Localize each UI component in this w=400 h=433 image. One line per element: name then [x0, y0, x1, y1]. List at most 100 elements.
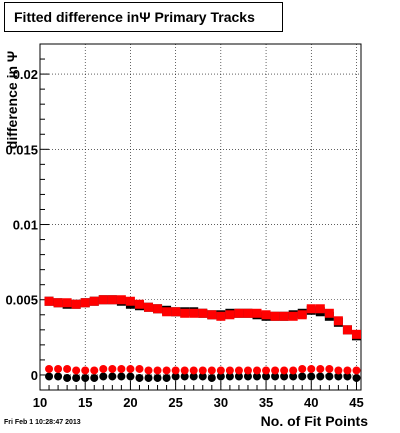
data-point: [81, 373, 90, 382]
data-point: [253, 372, 262, 381]
data-point: [180, 372, 189, 381]
data-point: [45, 372, 54, 381]
data-point: [54, 372, 63, 381]
data-point: [316, 372, 325, 381]
data-marks: [44, 295, 361, 382]
data-point: [62, 298, 72, 308]
data-point: [107, 295, 117, 305]
data-point: [342, 325, 352, 335]
data-point: [45, 364, 54, 373]
y-tick-label: 0.015: [5, 142, 38, 157]
data-point: [98, 295, 108, 305]
data-point: [270, 311, 280, 321]
data-point: [171, 307, 181, 317]
data-point: [99, 364, 108, 373]
x-tick-label: 10: [33, 395, 47, 410]
data-point: [216, 366, 225, 375]
data-point: [315, 304, 325, 314]
data-point: [280, 372, 289, 381]
data-point: [325, 372, 334, 381]
data-point: [189, 366, 198, 375]
data-point: [89, 296, 99, 306]
data-point: [288, 311, 298, 321]
data-point: [343, 366, 352, 375]
x-tick-label: 35: [259, 395, 273, 410]
data-point: [234, 308, 244, 318]
data-point: [153, 373, 162, 382]
data-point: [280, 366, 289, 375]
series-3: [45, 364, 361, 375]
data-point: [234, 372, 243, 381]
y-tick-label: 0.02: [13, 67, 38, 82]
data-point: [289, 372, 298, 381]
data-point: [144, 302, 154, 312]
data-point: [153, 304, 163, 314]
data-point: [44, 296, 54, 306]
data-point: [90, 373, 99, 382]
data-point: [307, 372, 316, 381]
data-point: [207, 366, 216, 375]
data-point: [162, 373, 171, 382]
data-point: [108, 364, 117, 373]
data-point: [207, 373, 216, 382]
data-point: [153, 366, 162, 375]
y-tick-label: 0: [31, 368, 38, 383]
data-point: [234, 366, 243, 375]
data-point: [71, 299, 81, 309]
data-point: [134, 299, 144, 309]
data-point: [108, 372, 117, 381]
data-point: [298, 364, 307, 373]
data-point: [225, 372, 234, 381]
data-point: [99, 372, 108, 381]
axes: 10 15 20 25 30 35 40 45 0 0.005 0.01 0.015 0.02: [5, 43, 364, 410]
data-point: [271, 372, 280, 381]
timestamp-footer: Fri Feb 1 10:28:47 2013: [4, 419, 81, 426]
data-point: [298, 372, 307, 381]
data-point: [261, 310, 271, 320]
x-tick-label: 20: [123, 395, 137, 410]
data-point: [189, 372, 198, 381]
x-tick-label: 40: [304, 395, 318, 410]
data-point: [316, 364, 325, 373]
data-point: [279, 311, 289, 321]
data-point: [126, 364, 135, 373]
data-point: [80, 298, 90, 308]
data-point: [352, 373, 361, 382]
data-point: [352, 366, 361, 375]
data-point: [343, 372, 352, 381]
x-tick-label: 45: [349, 395, 363, 410]
data-point: [252, 308, 262, 318]
data-point: [262, 366, 271, 375]
data-point: [216, 311, 226, 321]
data-point: [351, 329, 361, 339]
data-point: [198, 372, 207, 381]
x-tick-label: 30: [214, 395, 228, 410]
data-point: [243, 366, 252, 375]
data-point: [90, 366, 99, 375]
data-point: [54, 364, 63, 373]
data-point: [117, 364, 126, 373]
series-1: [44, 295, 361, 339]
data-point: [162, 307, 172, 317]
x-tick-label: 15: [78, 395, 92, 410]
data-point: [135, 364, 144, 373]
data-point: [297, 310, 307, 320]
data-point: [125, 296, 135, 306]
x-tick-label: 25: [168, 395, 182, 410]
data-point: [144, 373, 153, 382]
data-point: [225, 310, 235, 320]
y-tick-label: 0.005: [5, 293, 38, 308]
data-point: [334, 372, 343, 381]
data-point: [72, 373, 81, 382]
data-point: [63, 373, 72, 382]
data-point: [162, 366, 171, 375]
data-point: [53, 298, 63, 308]
data-point: [180, 366, 189, 375]
data-point: [116, 295, 126, 305]
data-point: [135, 373, 144, 382]
data-point: [180, 308, 190, 318]
data-point: [63, 364, 72, 373]
data-point: [189, 308, 199, 318]
data-point: [262, 372, 271, 381]
